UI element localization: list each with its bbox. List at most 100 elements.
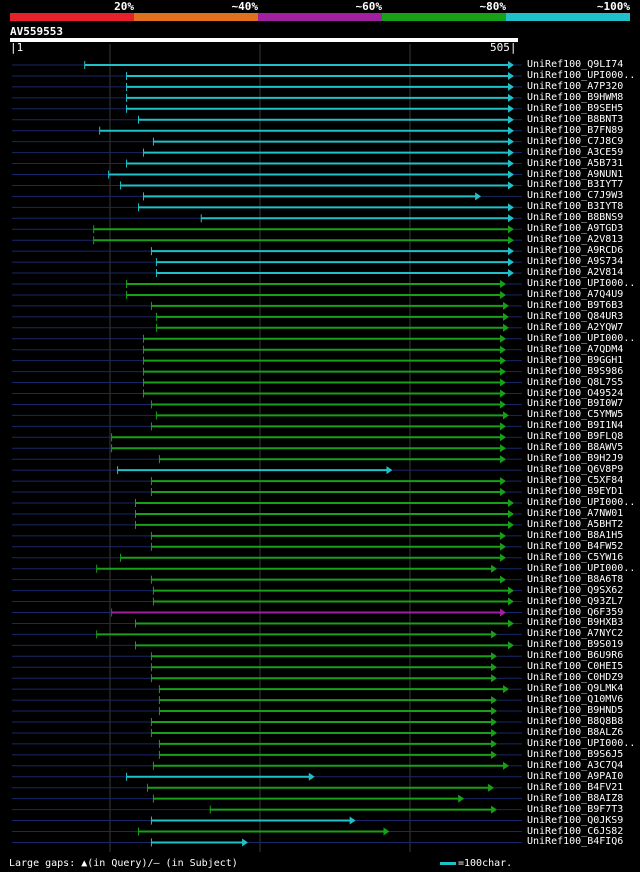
- hit-label[interactable]: UniRef100_Q10MV6: [527, 694, 624, 706]
- hit-label[interactable]: UniRef100_B4FW52: [527, 540, 624, 552]
- hit-label[interactable]: UniRef100_Q9LI74: [527, 59, 624, 70]
- query-end-value: 505: [490, 41, 510, 54]
- hit-label[interactable]: UniRef100_C7J8C9: [527, 135, 624, 147]
- hit-label[interactable]: UniRef100_B9I0W7: [527, 398, 624, 410]
- hit-label[interactable]: UniRef100_B9I1N4: [527, 420, 624, 432]
- hit-arrow-icon: [500, 389, 507, 398]
- hit-arrow-icon: [508, 82, 514, 91]
- hit-label[interactable]: UniRef100_B7FN89: [527, 124, 624, 136]
- query-bar: [10, 38, 518, 42]
- hit-arrow-icon: [508, 641, 514, 650]
- hit-label[interactable]: UniRef100_A7P320: [527, 80, 624, 92]
- hit-label[interactable]: UniRef100_C0HEI5: [527, 661, 624, 673]
- hit-label[interactable]: UniRef100_A9S734: [527, 256, 624, 268]
- hit-label[interactable]: UniRef100_Q6V8P9: [527, 464, 624, 476]
- hit-label[interactable]: UniRef100_B9H2J9: [527, 453, 624, 465]
- scale-key: =100char.: [440, 858, 512, 869]
- hit-label[interactable]: UniRef100_B9HWM8: [527, 91, 624, 103]
- hit-label[interactable]: UniRef100_A7NW01: [527, 507, 624, 519]
- hit-label[interactable]: UniRef100_B9EYD1: [527, 486, 624, 498]
- hit-label[interactable]: UniRef100_Q93ZL7: [527, 595, 624, 607]
- hit-label[interactable]: UniRef100_B9SEH5: [527, 102, 624, 114]
- hit-label[interactable]: UniRef100_B3IYT8: [527, 201, 624, 213]
- hit-label[interactable]: UniRef100_A3C7Q4: [527, 759, 624, 771]
- legend-percent-label: ~40%: [231, 0, 259, 13]
- hit-label[interactable]: UniRef100_B4FV21: [527, 781, 624, 793]
- hit-label[interactable]: UniRef100_B9FLQ8: [527, 431, 624, 443]
- hit-label[interactable]: UniRef100_A3CE59: [527, 146, 624, 158]
- hit-label[interactable]: UniRef100_B8A1H5: [527, 529, 624, 541]
- hit-label[interactable]: UniRef100_A2V813: [527, 234, 624, 246]
- hit-label[interactable]: UniRef100_A7NYC2: [527, 628, 624, 640]
- hit-label[interactable]: UniRef100_B6U9R6: [527, 650, 624, 662]
- hit-label[interactable]: UniRef100_A5BHT2: [527, 518, 624, 530]
- hit-arrow-icon: [508, 520, 514, 529]
- hit-arrow-icon: [500, 477, 507, 486]
- hit-label[interactable]: UniRef100_Q6F359: [527, 606, 624, 618]
- hit-arrow-icon: [500, 433, 507, 442]
- hit-label[interactable]: UniRef100_B8AWV5: [527, 442, 624, 454]
- hit-label[interactable]: UniRef100_B9S019: [527, 639, 624, 651]
- hit-arrow-icon: [500, 367, 507, 376]
- hit-label[interactable]: UniRef100_C5XF84: [527, 475, 624, 487]
- hit-label[interactable]: UniRef100_B8ALZ6: [527, 726, 624, 738]
- hit-label[interactable]: UniRef100_UPI000..: [527, 278, 636, 289]
- hit-label[interactable]: UniRef100_C7J9W3: [527, 190, 624, 202]
- hit-label[interactable]: UniRef100_C6JS82: [527, 825, 624, 837]
- hit-label[interactable]: UniRef100_B4FIQ6: [527, 836, 624, 848]
- hit-label[interactable]: UniRef100_C0HDZ9: [527, 672, 624, 684]
- hit-label[interactable]: UniRef100_Q9LMK4: [527, 683, 624, 695]
- hit-arrow-icon: [508, 126, 514, 135]
- hit-arrow-icon: [508, 597, 514, 606]
- hit-label[interactable]: UniRef100_UPI000..: [527, 737, 636, 749]
- hit-label[interactable]: UniRef100_A9NUN1: [527, 168, 624, 180]
- hit-label[interactable]: UniRef100_A2V814: [527, 267, 624, 279]
- query-start-value: 1: [16, 41, 24, 54]
- hit-label[interactable]: UniRef100_Q0JKS9: [527, 814, 624, 826]
- hit-label[interactable]: UniRef100_B8BNS9: [527, 212, 624, 224]
- hit-label[interactable]: UniRef100_A9RCD6: [527, 245, 624, 257]
- hit-label[interactable]: UniRef100_A5B731: [527, 157, 624, 169]
- hit-arrow-icon: [491, 739, 498, 748]
- hit-arrow-icon: [500, 542, 507, 551]
- legend-percent-label: 20%: [114, 0, 134, 13]
- hit-label[interactable]: UniRef100_Q8L7S5: [527, 376, 624, 388]
- hit-label[interactable]: UniRef100_A9PAI0: [527, 770, 624, 782]
- hit-label[interactable]: UniRef100_Q84UR3: [527, 310, 624, 322]
- hit-label[interactable]: UniRef100_C5YW16: [527, 551, 624, 563]
- hit-label[interactable]: UniRef100_A7QDM4: [527, 343, 624, 355]
- hit-label[interactable]: UniRef100_Q9SX62: [527, 584, 624, 596]
- legend-band-segment: [258, 13, 382, 21]
- legend-percent-label: ~60%: [355, 0, 383, 13]
- hit-label[interactable]: UniRef100_C5YMW5: [527, 409, 624, 421]
- hit-label[interactable]: UniRef100_B9S986: [527, 365, 624, 377]
- hit-label[interactable]: UniRef100_UPI000..: [527, 332, 636, 344]
- hit-label[interactable]: UniRef100_A7Q4U9: [527, 288, 624, 300]
- hit-arrow-icon: [508, 71, 514, 80]
- hit-arrow-icon: [500, 531, 507, 540]
- hit-arrow-icon: [500, 488, 507, 497]
- hit-label[interactable]: UniRef100_B3IYT7: [527, 179, 624, 191]
- hit-label[interactable]: UniRef100_B8Q8B8: [527, 716, 624, 727]
- hit-label[interactable]: UniRef100_B9HND5: [527, 705, 624, 717]
- hit-label[interactable]: UniRef100_B9T6B3: [527, 299, 624, 311]
- hit-arrow-icon: [500, 553, 507, 562]
- hit-arrow-icon: [500, 455, 507, 464]
- hit-arrow-icon: [491, 652, 498, 661]
- hit-label[interactable]: UniRef100_UPI000..: [527, 69, 636, 81]
- hit-label[interactable]: UniRef100_B9F7T3: [527, 803, 624, 815]
- hit-label[interactable]: UniRef100_B8A6T8: [527, 573, 624, 585]
- hit-label[interactable]: UniRef100_A2YQW7: [527, 321, 624, 333]
- hit-label[interactable]: UniRef100_B9GGH1: [527, 354, 624, 366]
- hit-label[interactable]: UniRef100_UPI000..: [527, 562, 636, 574]
- hit-label[interactable]: UniRef100_O49524: [527, 387, 624, 399]
- hit-label[interactable]: UniRef100_A9TGD3: [527, 223, 624, 235]
- hit-label[interactable]: UniRef100_B8AIZ8: [527, 792, 624, 804]
- hit-label[interactable]: UniRef100_B9S6J5: [527, 748, 624, 760]
- legend-percent-label: ~100%: [596, 0, 630, 13]
- hit-arrow-icon: [491, 750, 498, 759]
- hit-arrow-icon: [500, 290, 507, 299]
- hit-label[interactable]: UniRef100_B8BNT3: [527, 113, 624, 125]
- hit-label[interactable]: UniRef100_B9HXB3: [527, 617, 624, 629]
- hit-label[interactable]: UniRef100_UPI000..: [527, 497, 636, 508]
